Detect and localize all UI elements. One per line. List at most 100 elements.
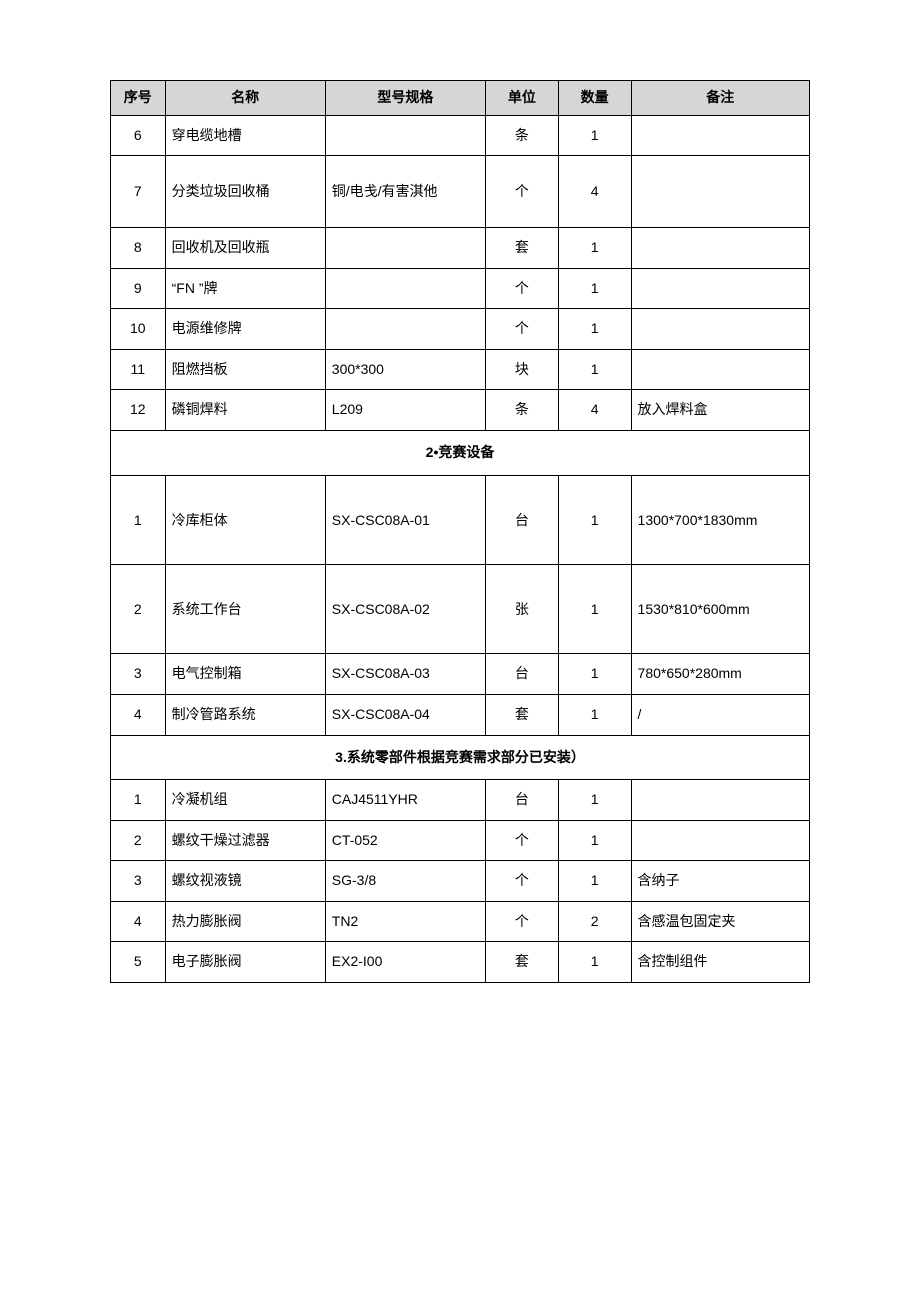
cell-name: 螺纹视液镜	[165, 861, 325, 902]
cell-name: 制冷管路系统	[165, 694, 325, 735]
cell-spec: 300*300	[325, 349, 485, 390]
table-row: 2系统工作台SX-CSC08A-02张11530*810*600mm	[111, 564, 810, 653]
cell-unit: 个	[485, 820, 558, 861]
cell-unit: 个	[485, 156, 558, 228]
cell-qty: 1	[558, 564, 631, 653]
table-row: 4热力膨胀阀TN2个2含感温包固定夹	[111, 901, 810, 942]
cell-note: 780*650*280mm	[631, 654, 809, 695]
cell-seq: 5	[111, 942, 166, 983]
cell-unit: 张	[485, 564, 558, 653]
cell-name: “FN ”牌	[165, 268, 325, 309]
cell-qty: 1	[558, 268, 631, 309]
section-row: 3.系统零部件根据竞赛需求部分已安装）	[111, 735, 810, 780]
header-unit: 单位	[485, 81, 558, 116]
cell-spec: SX-CSC08A-02	[325, 564, 485, 653]
cell-spec	[325, 227, 485, 268]
cell-unit: 台	[485, 654, 558, 695]
header-seq: 序号	[111, 81, 166, 116]
cell-spec: CAJ4511YHR	[325, 780, 485, 821]
table-row: 11阻燃挡板300*300块1	[111, 349, 810, 390]
header-row: 序号 名称 型号规格 单位 数量 备注	[111, 81, 810, 116]
cell-spec	[325, 309, 485, 350]
cell-seq: 7	[111, 156, 166, 228]
cell-seq: 1	[111, 475, 166, 564]
cell-qty: 1	[558, 475, 631, 564]
cell-seq: 3	[111, 861, 166, 902]
table-row: 7分类垃圾回收桶铜/电戋/有害淇他个4	[111, 156, 810, 228]
cell-seq: 12	[111, 390, 166, 431]
cell-seq: 9	[111, 268, 166, 309]
cell-unit: 个	[485, 268, 558, 309]
cell-qty: 1	[558, 654, 631, 695]
cell-seq: 10	[111, 309, 166, 350]
cell-qty: 1	[558, 820, 631, 861]
table-body: 6穿电缆地槽条17分类垃圾回收桶铜/电戋/有害淇他个48回收机及回收瓶套19“F…	[111, 115, 810, 982]
cell-note	[631, 309, 809, 350]
cell-note: 1530*810*600mm	[631, 564, 809, 653]
cell-note	[631, 349, 809, 390]
cell-note	[631, 156, 809, 228]
cell-spec: 铜/电戋/有害淇他	[325, 156, 485, 228]
cell-spec: SX-CSC08A-03	[325, 654, 485, 695]
cell-spec: EX2-I00	[325, 942, 485, 983]
cell-name: 冷库柜体	[165, 475, 325, 564]
cell-spec	[325, 115, 485, 156]
cell-note	[631, 115, 809, 156]
cell-unit: 个	[485, 861, 558, 902]
table-row: 1冷库柜体SX-CSC08A-01台11300*700*1830mm	[111, 475, 810, 564]
cell-name: 电子膨胀阀	[165, 942, 325, 983]
section-title: 3.系统零部件根据竞赛需求部分已安装）	[111, 735, 810, 780]
cell-name: 电源维修牌	[165, 309, 325, 350]
cell-name: 磷铜焊料	[165, 390, 325, 431]
cell-unit: 台	[485, 475, 558, 564]
table-row: 2螺纹干燥过滤器CT-052个1	[111, 820, 810, 861]
parts-table: 序号 名称 型号规格 单位 数量 备注 6穿电缆地槽条17分类垃圾回收桶铜/电戋…	[110, 80, 810, 983]
cell-name: 回收机及回收瓶	[165, 227, 325, 268]
cell-note	[631, 268, 809, 309]
section-row: 2•竞赛设备	[111, 430, 810, 475]
header-spec: 型号规格	[325, 81, 485, 116]
cell-qty: 1	[558, 349, 631, 390]
cell-unit: 台	[485, 780, 558, 821]
cell-seq: 4	[111, 694, 166, 735]
cell-name: 阻燃挡板	[165, 349, 325, 390]
table-row: 9“FN ”牌 个1	[111, 268, 810, 309]
cell-name: 冷凝机组	[165, 780, 325, 821]
cell-seq: 3	[111, 654, 166, 695]
cell-unit: 个	[485, 309, 558, 350]
header-qty: 数量	[558, 81, 631, 116]
table-row: 8回收机及回收瓶套1	[111, 227, 810, 268]
cell-unit: 套	[485, 227, 558, 268]
cell-note: 含纳子	[631, 861, 809, 902]
table-row: 12磷铜焊料L209条4放入焊料盒	[111, 390, 810, 431]
cell-spec	[325, 268, 485, 309]
cell-qty: 1	[558, 115, 631, 156]
table-row: 3电气控制箱SX-CSC08A-03台1780*650*280mm	[111, 654, 810, 695]
cell-unit: 套	[485, 942, 558, 983]
table-row: 1冷凝机组CAJ4511YHR台1	[111, 780, 810, 821]
cell-spec: CT-052	[325, 820, 485, 861]
cell-qty: 1	[558, 309, 631, 350]
table-row: 6穿电缆地槽条1	[111, 115, 810, 156]
cell-name: 穿电缆地槽	[165, 115, 325, 156]
cell-name: 电气控制箱	[165, 654, 325, 695]
header-note: 备注	[631, 81, 809, 116]
cell-unit: 套	[485, 694, 558, 735]
cell-name: 分类垃圾回收桶	[165, 156, 325, 228]
cell-qty: 1	[558, 861, 631, 902]
cell-note	[631, 227, 809, 268]
table-row: 5电子膨胀阀EX2-I00套1含控制组件	[111, 942, 810, 983]
section-title: 2•竞赛设备	[111, 430, 810, 475]
table-row: 4制冷管路系统SX-CSC08A-04套1/	[111, 694, 810, 735]
table-row: 3螺纹视液镜SG-3/8个1含纳子	[111, 861, 810, 902]
cell-seq: 4	[111, 901, 166, 942]
cell-seq: 2	[111, 564, 166, 653]
cell-seq: 1	[111, 780, 166, 821]
cell-note: 放入焊料盒	[631, 390, 809, 431]
cell-name: 系统工作台	[165, 564, 325, 653]
cell-qty: 1	[558, 694, 631, 735]
cell-qty: 4	[558, 156, 631, 228]
cell-note: 1300*700*1830mm	[631, 475, 809, 564]
cell-name: 螺纹干燥过滤器	[165, 820, 325, 861]
cell-unit: 个	[485, 901, 558, 942]
